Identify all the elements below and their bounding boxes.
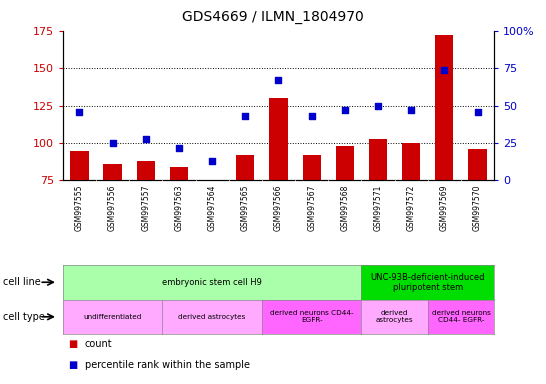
Point: [341, 107, 349, 113]
Text: GSM997563: GSM997563: [174, 185, 183, 231]
Text: GSM997572: GSM997572: [407, 185, 416, 231]
Point: [75, 109, 84, 115]
Text: GSM997568: GSM997568: [340, 185, 349, 231]
Text: GSM997556: GSM997556: [108, 185, 117, 231]
Text: derived neurons CD44-
EGFR-: derived neurons CD44- EGFR-: [270, 310, 353, 323]
Text: undifferentiated: undifferentiated: [84, 314, 142, 320]
Text: cell line: cell line: [3, 277, 40, 287]
Bar: [468, 149, 486, 180]
Point: [207, 158, 216, 164]
Text: embryonic stem cell H9: embryonic stem cell H9: [162, 278, 262, 287]
Bar: [369, 139, 387, 180]
Text: GSM997571: GSM997571: [373, 185, 383, 231]
Point: [407, 107, 416, 113]
Point: [440, 66, 449, 73]
Text: derived astrocytes: derived astrocytes: [179, 314, 246, 320]
Point: [373, 103, 382, 109]
Text: ■: ■: [68, 360, 78, 370]
Text: GSM997570: GSM997570: [473, 185, 482, 231]
Text: GSM997564: GSM997564: [207, 185, 217, 231]
Text: ■: ■: [68, 339, 78, 349]
Bar: [70, 151, 88, 180]
Point: [241, 113, 250, 119]
Point: [175, 144, 183, 151]
Text: GSM997557: GSM997557: [141, 185, 150, 231]
Bar: [336, 146, 354, 180]
Text: percentile rank within the sample: percentile rank within the sample: [85, 360, 250, 370]
Text: count: count: [85, 339, 112, 349]
Text: GDS4669 / ILMN_1804970: GDS4669 / ILMN_1804970: [182, 10, 364, 23]
Point: [307, 113, 316, 119]
Text: derived neurons
CD44- EGFR-: derived neurons CD44- EGFR-: [431, 310, 490, 323]
Bar: [136, 161, 155, 180]
Text: GSM997569: GSM997569: [440, 185, 449, 231]
Point: [473, 109, 482, 115]
Bar: [435, 35, 454, 180]
Text: cell type: cell type: [3, 312, 45, 322]
Point: [274, 77, 283, 83]
Bar: [302, 155, 321, 180]
Point: [141, 136, 150, 142]
Point: [108, 140, 117, 146]
Bar: [103, 164, 122, 180]
Text: GSM997567: GSM997567: [307, 185, 316, 231]
Text: GSM997565: GSM997565: [241, 185, 250, 231]
Text: derived
astrocytes: derived astrocytes: [376, 310, 413, 323]
Bar: [269, 98, 288, 180]
Bar: [170, 167, 188, 180]
Bar: [236, 155, 254, 180]
Bar: [402, 143, 420, 180]
Text: UNC-93B-deficient-induced
pluripotent stem: UNC-93B-deficient-induced pluripotent st…: [371, 273, 485, 292]
Text: GSM997555: GSM997555: [75, 185, 84, 231]
Text: GSM997566: GSM997566: [274, 185, 283, 231]
